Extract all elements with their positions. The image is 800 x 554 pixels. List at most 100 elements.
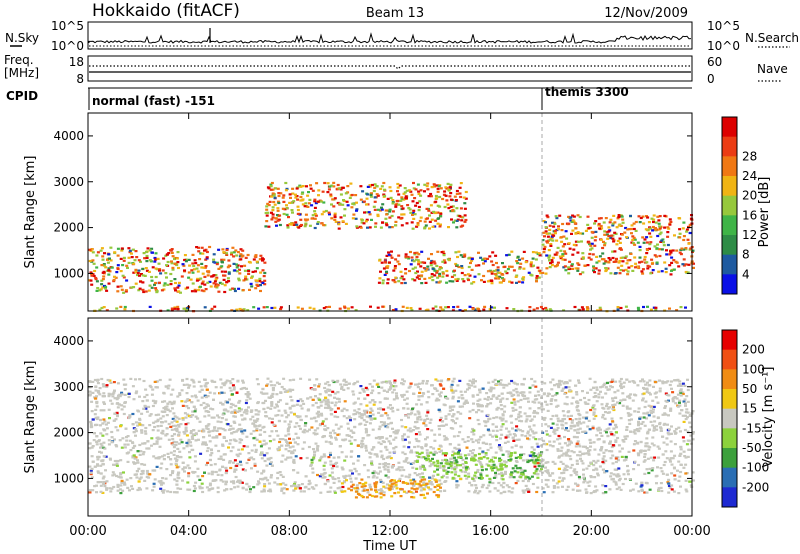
heatmap-cell xyxy=(655,247,659,250)
heatmap-cell xyxy=(342,407,346,410)
heatmap-cell xyxy=(581,271,585,274)
heatmap-cell xyxy=(548,238,552,241)
heatmap-cell xyxy=(388,186,392,189)
heatmap-cell xyxy=(282,194,286,197)
heatmap-cell xyxy=(649,235,653,238)
heatmap-cell xyxy=(389,457,393,460)
heatmap-cell xyxy=(489,306,493,309)
heatmap-cell xyxy=(285,488,289,491)
heatmap-cell xyxy=(90,467,94,470)
heatmap-cell xyxy=(173,287,177,290)
heatmap-cell xyxy=(647,414,651,417)
heatmap-cell xyxy=(395,431,399,434)
heatmap-cell xyxy=(615,226,619,229)
heatmap-cell xyxy=(332,481,336,484)
heatmap-cell xyxy=(322,201,326,204)
heatmap-cell xyxy=(417,411,421,414)
heatmap-cell xyxy=(397,216,401,219)
heatmap-cell xyxy=(313,226,317,230)
heatmap-cell xyxy=(396,467,400,470)
heatmap-cell xyxy=(550,237,554,240)
heatmap-cell xyxy=(235,308,239,311)
heatmap-cell xyxy=(675,249,679,252)
heatmap-cell xyxy=(551,221,554,224)
heatmap-cell xyxy=(489,390,493,393)
heatmap-cell xyxy=(184,416,188,419)
heatmap-cell xyxy=(134,271,138,274)
heatmap-cell xyxy=(237,448,241,451)
heatmap-cell xyxy=(407,446,411,449)
heatmap-cell xyxy=(229,424,233,428)
heatmap-cell xyxy=(396,186,400,189)
heatmap-cell xyxy=(406,429,410,432)
heatmap-cell xyxy=(148,284,152,287)
heatmap-cell xyxy=(454,278,458,281)
heatmap-cell xyxy=(127,256,131,259)
heatmap-cell xyxy=(426,417,429,420)
heatmap-cell xyxy=(610,417,614,420)
heatmap-cell xyxy=(561,258,565,261)
heatmap-cell xyxy=(354,217,358,220)
heatmap-cell xyxy=(394,224,397,227)
heatmap-cell xyxy=(149,386,153,389)
heatmap-cell xyxy=(274,187,278,190)
heatmap-cell xyxy=(587,398,591,402)
heatmap-cell xyxy=(576,404,580,407)
heatmap-cell xyxy=(337,221,341,224)
heatmap-cell xyxy=(394,445,398,449)
heatmap-cell xyxy=(536,486,540,489)
heatmap-cell xyxy=(265,208,269,211)
heatmap-cell xyxy=(145,410,149,413)
heatmap-cell xyxy=(588,449,592,452)
heatmap-cell xyxy=(415,255,419,259)
heatmap-cell xyxy=(551,422,555,425)
heatmap-cell xyxy=(309,184,312,187)
heatmap-cell xyxy=(106,261,110,264)
heatmap-cell xyxy=(511,409,515,412)
heatmap-cell xyxy=(182,264,186,267)
heatmap-cell xyxy=(516,479,520,482)
heatmap-cell xyxy=(439,482,443,485)
heatmap-cell xyxy=(162,454,166,457)
heatmap-cell xyxy=(340,451,344,454)
heatmap-cell xyxy=(526,430,530,433)
heatmap-cell xyxy=(669,460,672,463)
heatmap-cell xyxy=(431,307,435,310)
heatmap-cell xyxy=(612,239,616,242)
heatmap-cell xyxy=(542,251,546,254)
heatmap-cell xyxy=(179,438,183,441)
heatmap-cell xyxy=(256,470,260,473)
heatmap-cell xyxy=(374,471,378,474)
heatmap-cell xyxy=(617,214,621,217)
heatmap-cell xyxy=(122,259,126,262)
heatmap-cell xyxy=(239,387,243,391)
heatmap-cell xyxy=(249,432,253,435)
heatmap-cell xyxy=(370,391,374,395)
heatmap-cell xyxy=(685,490,689,493)
heatmap-cell xyxy=(499,400,502,403)
heatmap-cell xyxy=(402,445,406,448)
heatmap-cell xyxy=(486,413,490,417)
heatmap-cell xyxy=(283,208,287,211)
heatmap-cell xyxy=(239,253,243,256)
heatmap-cell xyxy=(468,305,472,308)
heatmap-cell xyxy=(372,403,376,406)
heatmap-cell xyxy=(534,411,538,414)
heatmap-cell xyxy=(238,255,242,258)
heatmap-cell xyxy=(535,275,539,278)
heatmap-cell xyxy=(203,306,207,309)
heatmap-cell xyxy=(579,398,583,402)
heatmap-cell xyxy=(213,285,217,288)
heatmap-cell xyxy=(573,222,577,225)
heatmap-cell xyxy=(439,384,443,387)
heatmap-cell xyxy=(193,288,197,291)
heatmap-cell xyxy=(419,388,422,391)
heatmap-cell xyxy=(333,392,337,395)
heatmap-cell xyxy=(120,247,124,250)
heatmap-cell xyxy=(521,281,525,284)
heatmap-cell xyxy=(546,485,550,488)
heatmap-cell xyxy=(572,248,576,251)
heatmap-cell xyxy=(555,239,559,242)
heatmap-cell xyxy=(126,443,130,446)
heatmap-cell xyxy=(137,289,141,292)
